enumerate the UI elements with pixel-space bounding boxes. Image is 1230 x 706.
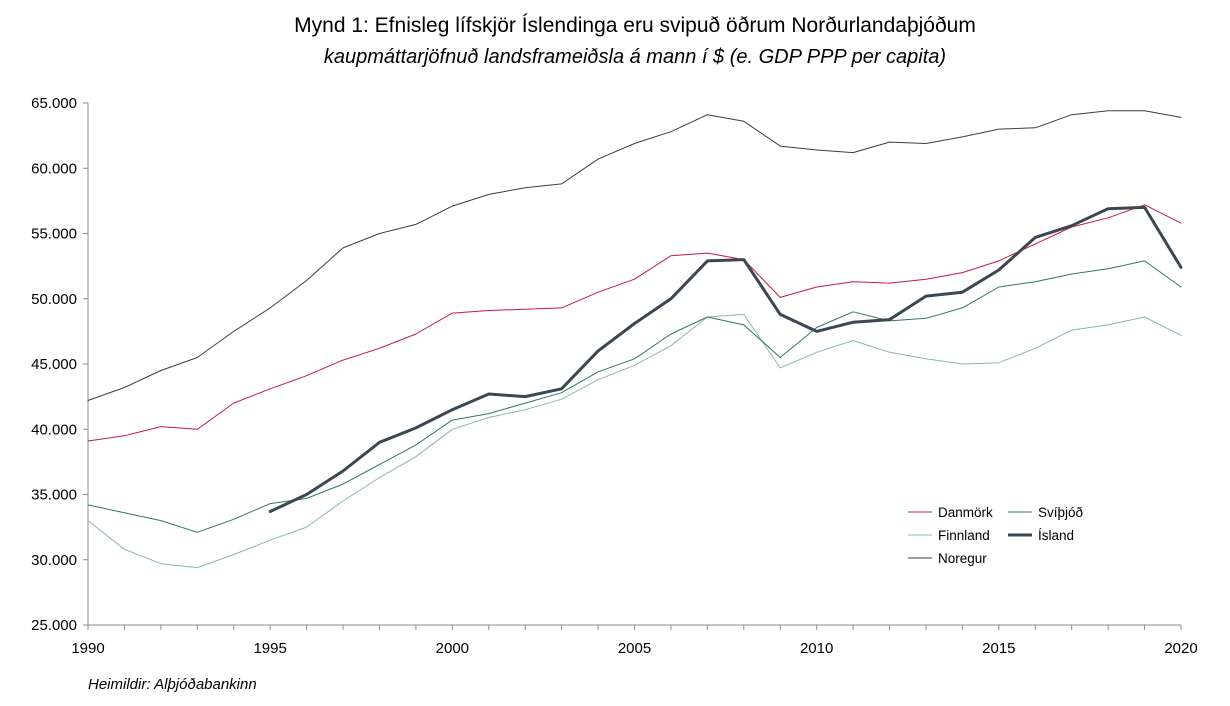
x-tick-label: 2005 <box>618 640 651 657</box>
y-tick-label: 50.000 <box>31 291 77 308</box>
legend-label: Svíþjóð <box>1038 505 1083 520</box>
x-tick-label: 2020 <box>1164 640 1197 657</box>
x-tick-label: 2000 <box>436 640 469 657</box>
series-line-ísland <box>268 205 1183 513</box>
legend: Danmörk Svíþjóð Finnland Ísland Noregur <box>908 505 1083 566</box>
chart-subtitle: kaupmáttarjöfnuð landsframeiðsla á mann … <box>323 46 947 68</box>
y-tick-label: 40.000 <box>31 421 77 438</box>
y-tick-label: 55.000 <box>31 226 77 243</box>
legend-label: Finnland <box>938 528 990 543</box>
x-tick-label: 2010 <box>800 640 833 657</box>
series-lines <box>87 110 1183 569</box>
source-note: Heimildir: Alþjóðabankinn <box>88 676 257 693</box>
y-tick-label: 60.000 <box>31 160 77 177</box>
legend-label: Danmörk <box>938 505 993 520</box>
series-line-svíþjóð <box>87 260 1182 533</box>
series-line-danmörk <box>87 204 1182 442</box>
y-tick-label: 65.000 <box>31 95 77 112</box>
legend-label: Ísland <box>1038 528 1074 543</box>
chart-title: Mynd 1: Efnisleg lífskjör Íslendinga eru… <box>294 14 976 37</box>
y-tick-label: 30.000 <box>31 552 77 569</box>
y-tick-label: 35.000 <box>31 487 77 504</box>
x-tick-label: 1990 <box>71 640 104 657</box>
series-line-noregur <box>87 110 1182 401</box>
y-tick-label: 45.000 <box>31 356 77 373</box>
y-tick-label: 25.000 <box>31 617 77 634</box>
axes: 25.000 30.000 35.000 40.000 45.000 50.000 55.0… <box>31 95 1198 657</box>
series-line-finnland <box>87 313 1182 569</box>
legend-label: Noregur <box>938 551 987 566</box>
x-tick-label: 1995 <box>253 640 286 657</box>
x-tick-label: 2015 <box>982 640 1015 657</box>
